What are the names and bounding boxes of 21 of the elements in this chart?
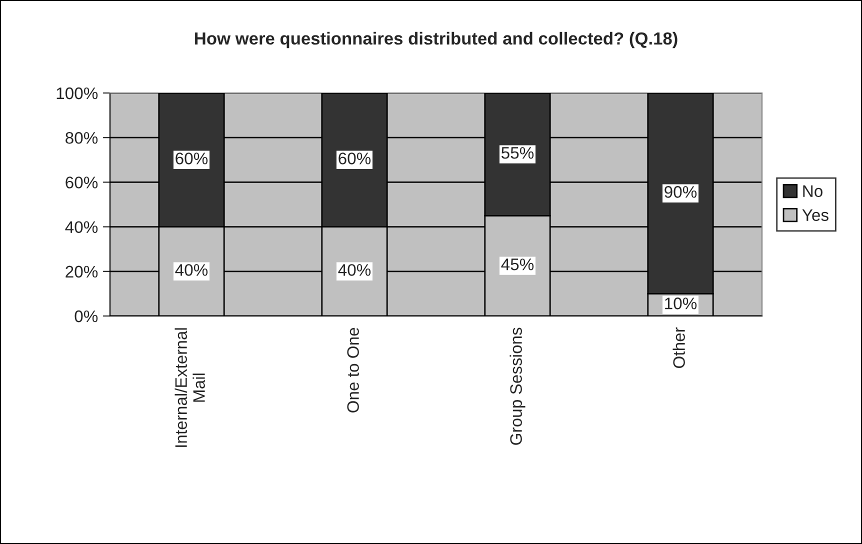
- y-tick-label: 20%: [66, 266, 98, 278]
- y-tick-label: 80%: [66, 132, 98, 144]
- x-tick-label: Group Sessions: [510, 328, 526, 445]
- data-label: 55%: [501, 147, 534, 159]
- data-label: 60%: [338, 152, 371, 164]
- y-tick-label: 40%: [65, 221, 98, 234]
- chart-title: How were questionnaires distributed and collected? (Q.18): [195, 32, 678, 48]
- legend-label: No: [803, 185, 822, 198]
- x-tick-label: Internal/External Mail: [174, 328, 205, 447]
- y-tick-label: 0%: [74, 310, 98, 322]
- x-tick-label: One to One: [347, 328, 359, 412]
- y-tick-label: 100%: [56, 87, 98, 100]
- data-label: 10%: [665, 298, 697, 310]
- x-tick-label: Other: [672, 327, 685, 368]
- data-label: 45%: [501, 258, 534, 270]
- data-label: 40%: [338, 264, 371, 276]
- data-label: 40%: [175, 264, 208, 276]
- data-label: 60%: [176, 152, 208, 164]
- y-tick-label: 60%: [66, 176, 98, 188]
- legend-label: Yes: [802, 209, 828, 221]
- data-label: 90%: [664, 186, 697, 198]
